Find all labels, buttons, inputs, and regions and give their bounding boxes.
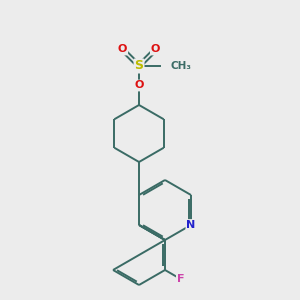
Text: F: F [177, 274, 184, 284]
Text: O: O [118, 44, 127, 55]
Text: O: O [151, 44, 160, 55]
Text: CH₃: CH₃ [170, 61, 191, 71]
Text: N: N [186, 220, 196, 230]
Text: S: S [134, 59, 143, 73]
Text: O: O [134, 80, 144, 91]
